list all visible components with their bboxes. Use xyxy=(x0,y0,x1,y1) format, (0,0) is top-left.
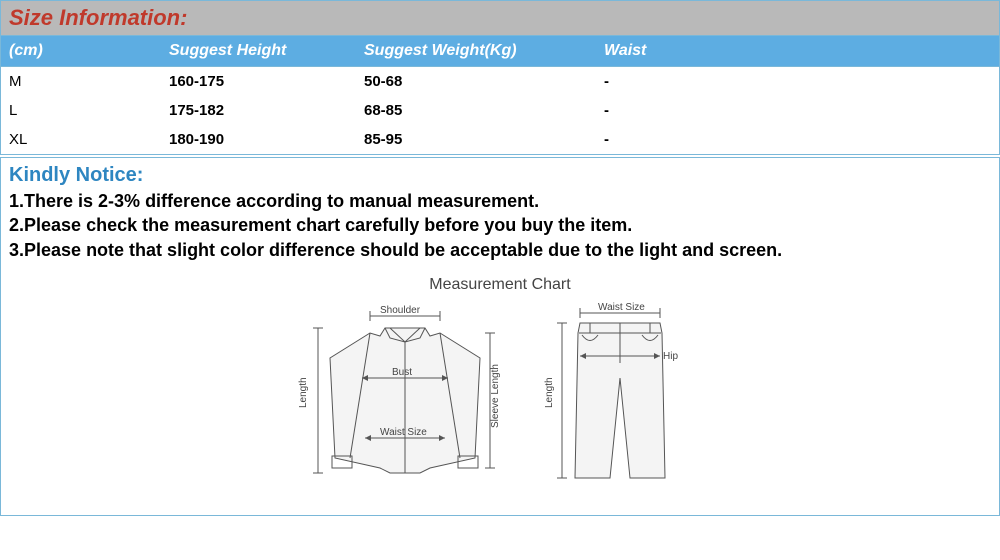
notice-line: 3.Please note that slight color differen… xyxy=(9,238,991,262)
measurement-diagram-icon: Shoulder Bust Waist Size Length xyxy=(290,298,710,498)
label-waist-shirt: Waist Size xyxy=(380,427,427,438)
table-row: L 175-182 68-85 - xyxy=(1,96,999,125)
cell-height: 160-175 xyxy=(169,73,364,90)
table-row: M 160-175 50-68 - xyxy=(1,67,999,96)
table-header-row: (cm) Suggest Height Suggest Weight(Kg) W… xyxy=(1,36,999,67)
panel-title: Size Information: xyxy=(1,1,999,36)
col-header-height: Suggest Height xyxy=(169,42,364,60)
col-header-weight: Suggest Weight(Kg) xyxy=(364,42,604,60)
notice-panel: Kindly Notice: 1.There is 2-3% differenc… xyxy=(0,157,1000,516)
label-bust: Bust xyxy=(392,367,412,378)
cell-size: L xyxy=(9,102,169,119)
cell-waist: - xyxy=(604,73,764,90)
cell-height: 175-182 xyxy=(169,102,364,119)
cell-weight: 68-85 xyxy=(364,102,604,119)
cell-height: 180-190 xyxy=(169,131,364,148)
cell-size: XL xyxy=(9,131,169,148)
col-header-waist: Waist xyxy=(604,42,764,60)
cell-size: M xyxy=(9,73,169,90)
chart-title: Measurement Chart xyxy=(9,276,991,294)
notice-title: Kindly Notice: xyxy=(9,164,991,187)
label-waist-pants: Waist Size xyxy=(598,302,645,313)
col-header-size: (cm) xyxy=(9,42,169,60)
notice-line: 2.Please check the measurement chart car… xyxy=(9,213,991,237)
label-hip: Hip xyxy=(663,351,678,362)
label-length-shirt: Length xyxy=(298,377,309,408)
cell-waist: - xyxy=(604,131,764,148)
size-info-panel: Size Information: (cm) Suggest Height Su… xyxy=(0,0,1000,155)
label-shoulder: Shoulder xyxy=(380,305,421,316)
table-row: XL 180-190 85-95 - xyxy=(1,125,999,154)
notice-line: 1.There is 2-3% difference according to … xyxy=(9,189,991,213)
cell-weight: 50-68 xyxy=(364,73,604,90)
measurement-chart: Measurement Chart S xyxy=(9,276,991,503)
cell-weight: 85-95 xyxy=(364,131,604,148)
cell-waist: - xyxy=(604,102,764,119)
label-sleeve: Sleeve Length xyxy=(490,364,501,428)
label-length-pants: Length xyxy=(544,377,555,408)
